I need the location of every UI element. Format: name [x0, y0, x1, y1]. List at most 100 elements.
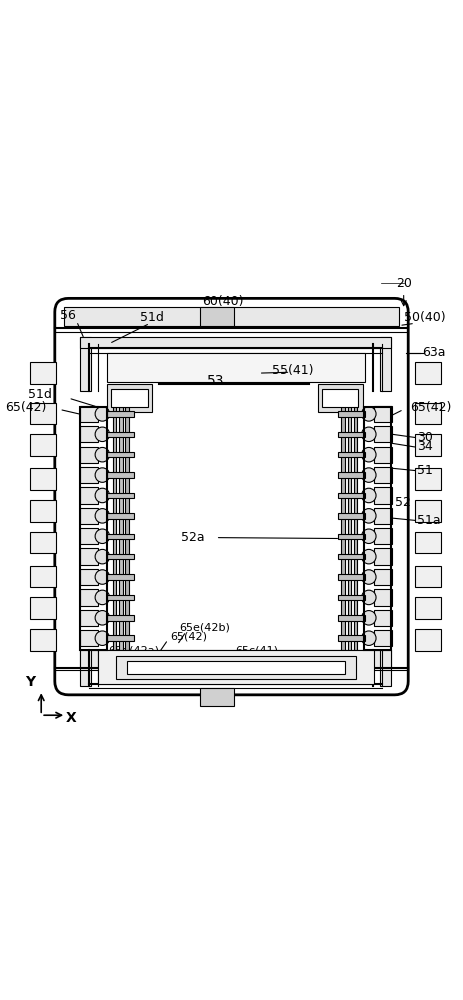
Bar: [374, 589, 392, 606]
Circle shape: [361, 631, 375, 645]
Bar: [337, 534, 364, 539]
Bar: [30, 532, 56, 553]
Bar: [80, 487, 98, 504]
Text: 50(40): 50(40): [403, 311, 444, 324]
Bar: [337, 472, 364, 478]
Text: 65c(41): 65c(41): [234, 645, 277, 655]
Bar: [30, 500, 56, 522]
Text: 65(42): 65(42): [410, 401, 451, 414]
Bar: [374, 508, 392, 524]
Bar: [80, 589, 98, 606]
Bar: [337, 432, 364, 437]
Bar: [337, 595, 364, 600]
Circle shape: [361, 427, 375, 442]
Circle shape: [95, 427, 109, 442]
Text: 52a: 52a: [180, 531, 204, 544]
Bar: [80, 447, 98, 463]
Bar: [374, 569, 392, 585]
Bar: [80, 650, 91, 686]
Bar: [337, 554, 364, 559]
Text: Y: Y: [25, 675, 35, 689]
Circle shape: [95, 447, 109, 462]
Circle shape: [361, 529, 375, 543]
Bar: [414, 362, 440, 384]
Bar: [30, 403, 56, 424]
Text: 60(40): 60(40): [201, 295, 243, 308]
Bar: [106, 353, 364, 382]
Bar: [374, 467, 392, 483]
Bar: [106, 472, 134, 478]
Bar: [374, 487, 392, 504]
Bar: [80, 426, 98, 442]
Circle shape: [95, 570, 109, 584]
Bar: [317, 384, 362, 412]
Bar: [80, 508, 98, 524]
Bar: [414, 500, 440, 522]
Bar: [379, 337, 391, 391]
Bar: [106, 635, 134, 641]
Bar: [374, 610, 392, 626]
Bar: [374, 447, 392, 463]
Circle shape: [361, 570, 375, 584]
Text: 65d(42a): 65d(42a): [108, 645, 159, 655]
Text: 52: 52: [394, 496, 410, 509]
Bar: [337, 411, 364, 417]
Bar: [106, 513, 134, 519]
Bar: [374, 548, 392, 565]
Text: 51a: 51a: [416, 514, 440, 527]
Circle shape: [361, 611, 375, 625]
Bar: [80, 467, 98, 483]
Bar: [374, 426, 392, 442]
Bar: [111, 389, 147, 407]
Circle shape: [361, 509, 375, 523]
Bar: [200, 688, 233, 706]
Text: 20: 20: [395, 277, 411, 306]
Bar: [106, 534, 134, 539]
Bar: [337, 493, 364, 498]
Text: 65e(42b): 65e(42b): [179, 623, 229, 633]
Circle shape: [361, 407, 375, 421]
Bar: [379, 650, 391, 686]
Bar: [116, 656, 355, 679]
Circle shape: [95, 529, 109, 543]
Bar: [321, 389, 357, 407]
Circle shape: [361, 488, 375, 503]
Bar: [347, 407, 350, 650]
Bar: [80, 337, 91, 391]
Bar: [374, 528, 392, 544]
Text: 65(42): 65(42): [169, 632, 206, 642]
Bar: [414, 468, 440, 490]
Circle shape: [95, 631, 109, 645]
Bar: [125, 407, 129, 650]
Text: X: X: [65, 711, 76, 725]
Text: 53: 53: [206, 374, 224, 388]
Bar: [30, 597, 56, 619]
Bar: [30, 566, 56, 587]
Bar: [80, 610, 98, 626]
Bar: [80, 406, 98, 422]
Bar: [414, 403, 440, 424]
Bar: [106, 554, 134, 559]
Bar: [80, 630, 98, 646]
Bar: [106, 615, 134, 621]
Bar: [106, 452, 134, 457]
Text: 63a: 63a: [421, 346, 444, 359]
Circle shape: [95, 590, 109, 605]
Bar: [337, 635, 364, 641]
Bar: [80, 407, 106, 650]
Bar: [106, 432, 134, 437]
Bar: [414, 532, 440, 553]
Bar: [374, 630, 392, 646]
Bar: [337, 513, 364, 519]
Bar: [30, 468, 56, 490]
Text: 51: 51: [416, 464, 432, 477]
Bar: [363, 407, 391, 650]
Bar: [337, 574, 364, 580]
Bar: [106, 595, 134, 600]
Bar: [106, 493, 134, 498]
Text: 30: 30: [416, 431, 432, 444]
Bar: [98, 650, 374, 684]
Bar: [119, 407, 123, 650]
Bar: [80, 337, 391, 348]
Text: 51d: 51d: [28, 388, 52, 401]
